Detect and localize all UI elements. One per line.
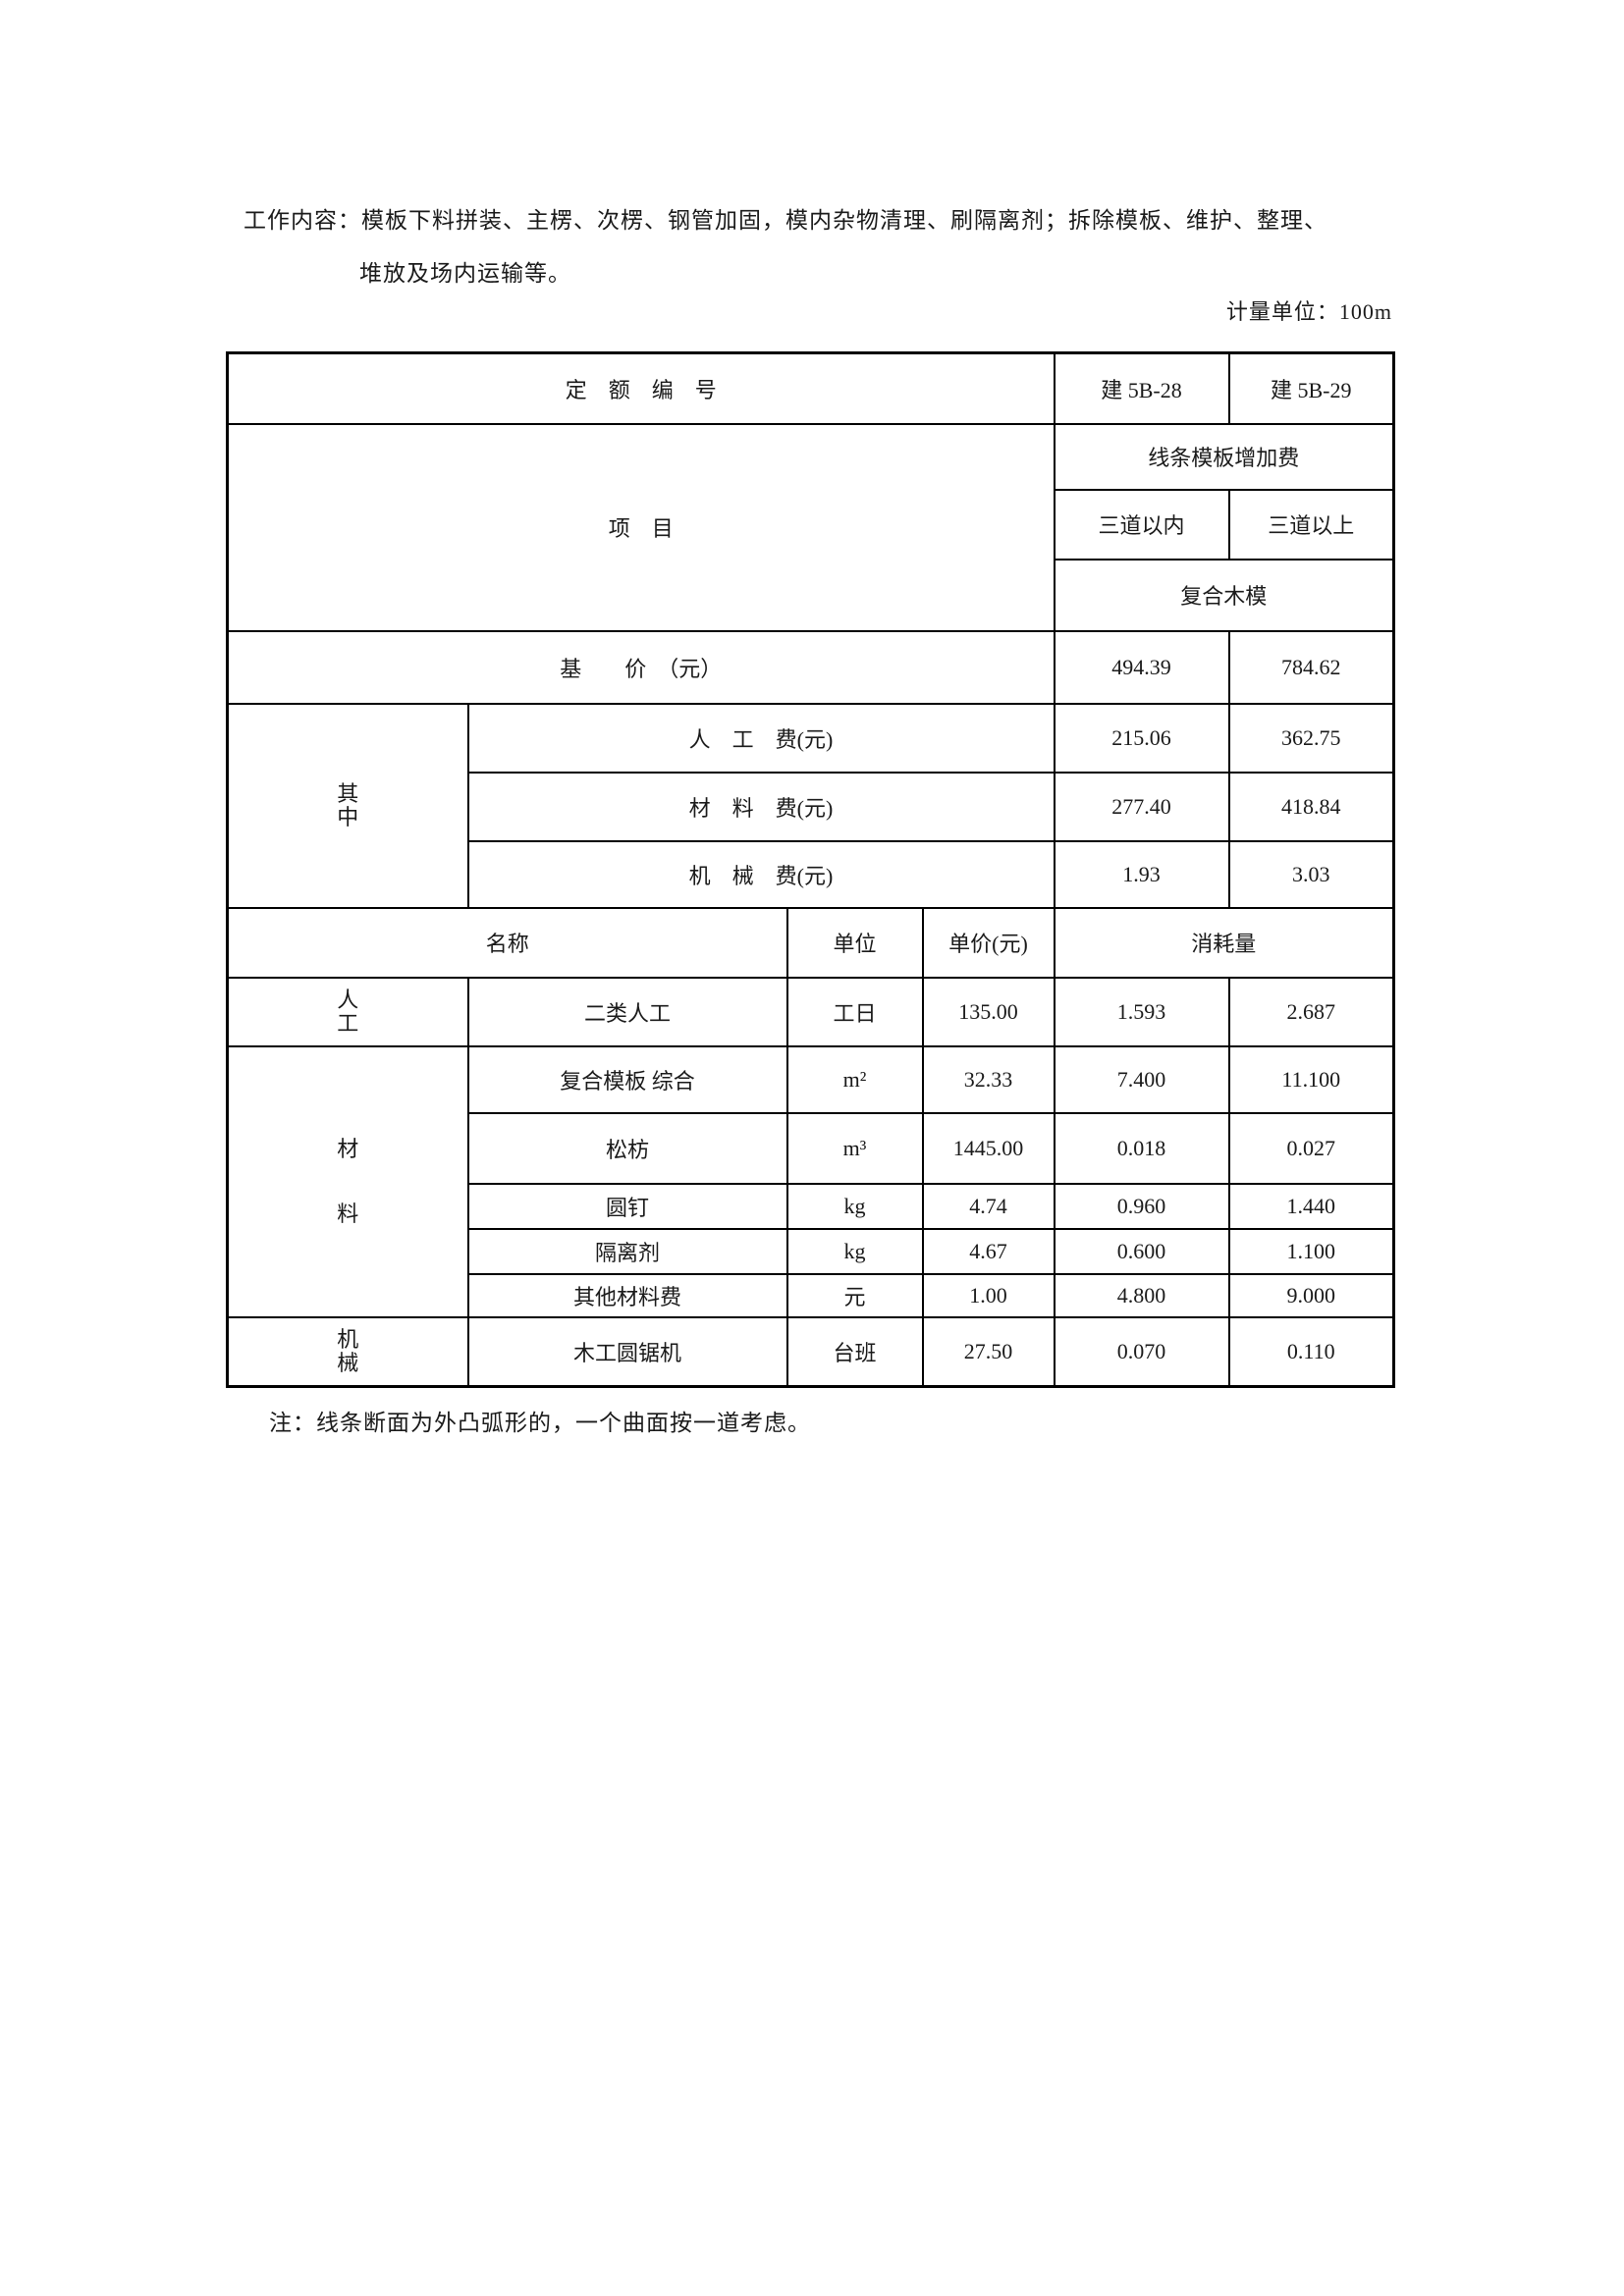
quota-code-label: 定 额 编 号 bbox=[226, 351, 1056, 425]
material-1-qty-5b28: 7.400 bbox=[1053, 1044, 1230, 1114]
project-label: 项 目 bbox=[226, 422, 1056, 632]
material-2-qty-5b28: 0.018 bbox=[1053, 1111, 1230, 1185]
labor-unit: 工日 bbox=[785, 976, 924, 1047]
subcol-above-three: 三道以上 bbox=[1227, 488, 1395, 561]
material-3-name: 圆钉 bbox=[466, 1182, 788, 1230]
material-4-qty-5b29: 1.100 bbox=[1227, 1227, 1395, 1275]
labor-name: 二类人工 bbox=[466, 976, 788, 1047]
row-machine: 机 械 木工圆锯机 台班 27.50 0.070 0.110 bbox=[226, 1315, 1395, 1388]
row-material-fee: 材 料 费(元) 277.40 418.84 bbox=[228, 771, 1395, 842]
material-3-unit: kg bbox=[785, 1182, 924, 1230]
subcol-within-three: 三道以内 bbox=[1053, 488, 1230, 561]
material-fee-label: 材 料 费(元) bbox=[466, 771, 1056, 842]
machine-fee-label: 机 械 费(元) bbox=[466, 839, 1056, 909]
labor-qty-5b29: 2.687 bbox=[1227, 976, 1395, 1047]
machine-qty-5b28: 0.070 bbox=[1053, 1315, 1230, 1388]
machine-name: 木工圆锯机 bbox=[466, 1315, 788, 1388]
category-labor: 人 工 bbox=[226, 976, 469, 1047]
base-price-5b28: 494.39 bbox=[1053, 629, 1230, 705]
quota-code-5b28: 建 5B-28 bbox=[1053, 351, 1230, 425]
row-labor-type: 人 工 二类人工 工日 135.00 1.593 2.687 bbox=[226, 976, 1395, 1047]
material-5-qty-5b29: 9.000 bbox=[1227, 1272, 1395, 1318]
machine-fee-5b28: 1.93 bbox=[1053, 839, 1230, 909]
category-machine: 机 械 bbox=[226, 1315, 469, 1388]
material-2-price: 1445.00 bbox=[921, 1111, 1056, 1185]
row-model: 复合木模 bbox=[228, 558, 1395, 632]
labor-fee-5b28: 215.06 bbox=[1053, 702, 1230, 774]
machine-fee-5b29: 3.03 bbox=[1227, 839, 1395, 909]
base-price-label: 基 价 （元） bbox=[226, 629, 1056, 705]
work-content-line2: 堆放及场内运输等。 bbox=[359, 261, 571, 286]
machine-unit: 台班 bbox=[785, 1315, 924, 1388]
material-3-qty-5b28: 0.960 bbox=[1053, 1182, 1230, 1230]
row-material-2: 松枋 m³ 1445.00 0.018 0.027 bbox=[228, 1111, 1395, 1185]
material-1-unit: m² bbox=[785, 1044, 924, 1114]
work-content-line1: 模板下料拼装、主楞、次楞、钢管加固，模内杂物清理、刷隔离剂；拆除模板、维护、整理… bbox=[361, 208, 1327, 233]
row-subcols: 三道以内 三道以上 bbox=[228, 488, 1395, 561]
col-header-consumption: 消耗量 bbox=[1053, 906, 1395, 979]
row-addfee: 项 目 线条模板增加费 bbox=[226, 422, 1395, 632]
quota-table: 定 额 编 号 建 5B-28 建 5B-29 项 目 线条模板增加费 三道以内… bbox=[226, 351, 1396, 1388]
material-2-qty-5b29: 0.027 bbox=[1227, 1111, 1395, 1185]
addfee-label: 线条模板增加费 bbox=[1053, 422, 1395, 491]
labor-fee-label: 人 工 费(元) bbox=[466, 702, 1056, 774]
work-content: 工作内容：模板下料拼装、主楞、次楞、钢管加固，模内杂物清理、刷隔离剂；拆除模板、… bbox=[244, 194, 1412, 300]
category-material: 材 料 bbox=[226, 1044, 469, 1318]
row-material-1: 材 料 复合模板 综合 m² 32.33 7.400 11.100 bbox=[226, 1044, 1395, 1318]
material-4-price: 4.67 bbox=[921, 1227, 1056, 1275]
row-detail-header: 名称 单位 单价(元) 消耗量 bbox=[226, 906, 1395, 979]
material-1-qty-5b29: 11.100 bbox=[1227, 1044, 1395, 1114]
machine-qty-5b29: 0.110 bbox=[1227, 1315, 1395, 1388]
labor-qty-5b28: 1.593 bbox=[1053, 976, 1230, 1047]
material-1-name: 复合模板 综合 bbox=[466, 1044, 788, 1114]
quota-code-5b29: 建 5B-29 bbox=[1227, 351, 1395, 425]
material-4-unit: kg bbox=[785, 1227, 924, 1275]
material-fee-5b28: 277.40 bbox=[1053, 771, 1230, 842]
row-material-4: 隔离剂 kg 4.67 0.600 1.100 bbox=[228, 1227, 1395, 1275]
material-1-price: 32.33 bbox=[921, 1044, 1056, 1114]
machine-price: 27.50 bbox=[921, 1315, 1056, 1388]
row-material-5: 其他材料费 元 1.00 4.800 9.000 bbox=[228, 1272, 1395, 1318]
row-base-price: 基 价 （元） 494.39 784.62 bbox=[226, 629, 1395, 705]
material-3-qty-5b29: 1.440 bbox=[1227, 1182, 1395, 1230]
material-5-unit: 元 bbox=[785, 1272, 924, 1318]
base-price-5b29: 784.62 bbox=[1227, 629, 1395, 705]
col-header-price: 单价(元) bbox=[921, 906, 1056, 979]
row-quota-code: 定 额 编 号 建 5B-28 建 5B-29 bbox=[226, 351, 1395, 425]
row-machine-fee: 机 械 费(元) 1.93 3.03 bbox=[228, 839, 1395, 909]
material-5-qty-5b28: 4.800 bbox=[1053, 1272, 1230, 1318]
labor-fee-5b29: 362.75 bbox=[1227, 702, 1395, 774]
labor-price: 135.00 bbox=[921, 976, 1056, 1047]
material-3-price: 4.74 bbox=[921, 1182, 1056, 1230]
work-content-label: 工作内容： bbox=[244, 208, 361, 233]
material-5-price: 1.00 bbox=[921, 1272, 1056, 1318]
footnote: 注：线条断面为外凸弧形的，一个曲面按一道考虑。 bbox=[269, 1411, 811, 1435]
row-labor-fee: 其 中 人 工 费(元) 215.06 362.75 bbox=[226, 702, 1395, 909]
material-4-name: 隔离剂 bbox=[466, 1227, 788, 1275]
material-5-name: 其他材料费 bbox=[466, 1272, 788, 1318]
material-2-unit: m³ bbox=[785, 1111, 924, 1185]
measure-unit-note: 计量单位：100m bbox=[1225, 299, 1392, 324]
material-4-qty-5b28: 0.600 bbox=[1053, 1227, 1230, 1275]
col-header-name: 名称 bbox=[226, 906, 788, 979]
among-label: 其 中 bbox=[226, 702, 469, 909]
material-fee-5b29: 418.84 bbox=[1227, 771, 1395, 842]
model-label: 复合木模 bbox=[1053, 558, 1395, 632]
material-2-name: 松枋 bbox=[466, 1111, 788, 1185]
row-material-3: 圆钉 kg 4.74 0.960 1.440 bbox=[228, 1182, 1395, 1230]
col-header-unit: 单位 bbox=[785, 906, 924, 979]
